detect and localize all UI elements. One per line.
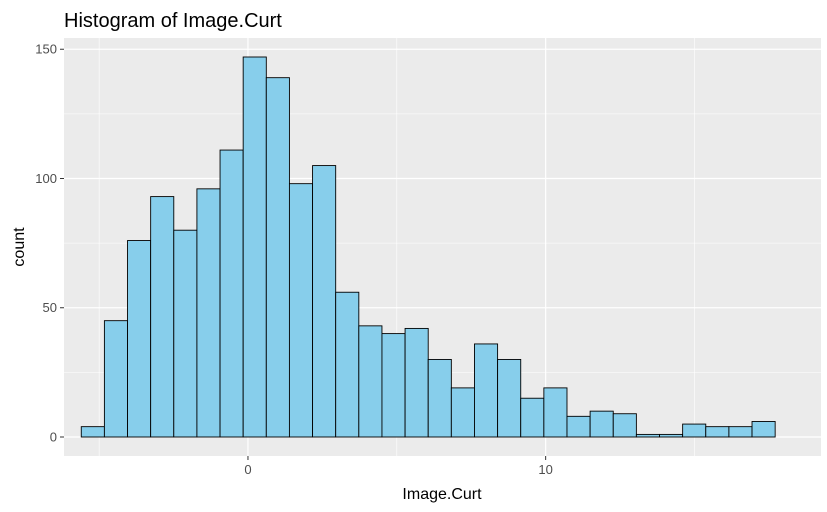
histogram-bar bbox=[589, 410, 614, 438]
histogram-bar bbox=[427, 358, 452, 438]
histogram-bar bbox=[659, 433, 684, 438]
histogram-bar bbox=[103, 320, 128, 438]
y-tick-label: 0 bbox=[50, 430, 57, 445]
y-tick-label: 100 bbox=[35, 171, 57, 186]
histogram-bar bbox=[196, 188, 221, 438]
histogram-bar bbox=[127, 240, 152, 438]
histogram-bar bbox=[173, 229, 198, 438]
chart-title: Histogram of Image.Curt bbox=[64, 10, 282, 32]
histogram-bar bbox=[474, 343, 499, 438]
histogram-bar bbox=[566, 415, 591, 438]
y-tick-label: 150 bbox=[35, 42, 57, 57]
y-tick-label: 50 bbox=[43, 300, 57, 315]
histogram-bar bbox=[80, 426, 105, 438]
x-axis-ticks: 0 10 bbox=[244, 456, 553, 477]
x-axis-title: Image.Curt bbox=[402, 486, 482, 503]
x-tick-label: 10 bbox=[538, 462, 552, 477]
histogram-bar bbox=[728, 426, 753, 438]
histogram-bar bbox=[635, 433, 660, 438]
histogram-bar bbox=[335, 291, 360, 438]
x-tick-label: 0 bbox=[244, 462, 251, 477]
histogram-bar bbox=[682, 423, 707, 438]
histogram-bar bbox=[358, 325, 383, 438]
y-axis-title: count bbox=[11, 227, 28, 267]
histogram-bar bbox=[543, 387, 568, 438]
histogram-bar bbox=[450, 387, 475, 438]
histogram-bar bbox=[219, 149, 244, 438]
histogram-bar bbox=[612, 413, 637, 438]
histogram-bar bbox=[312, 165, 337, 438]
histogram-bars bbox=[80, 56, 776, 438]
histogram-bar bbox=[751, 421, 776, 438]
histogram-bar bbox=[265, 77, 290, 438]
histogram-bar bbox=[288, 183, 314, 438]
histogram-bar bbox=[150, 196, 175, 438]
histogram-bar bbox=[404, 327, 429, 438]
histogram-bar bbox=[497, 358, 522, 438]
histogram-bar bbox=[520, 397, 545, 438]
histogram-bar bbox=[705, 426, 730, 438]
histogram-bar bbox=[381, 333, 406, 438]
histogram-bar bbox=[242, 56, 267, 438]
y-axis-ticks: 0 50 100 150 bbox=[35, 42, 64, 445]
